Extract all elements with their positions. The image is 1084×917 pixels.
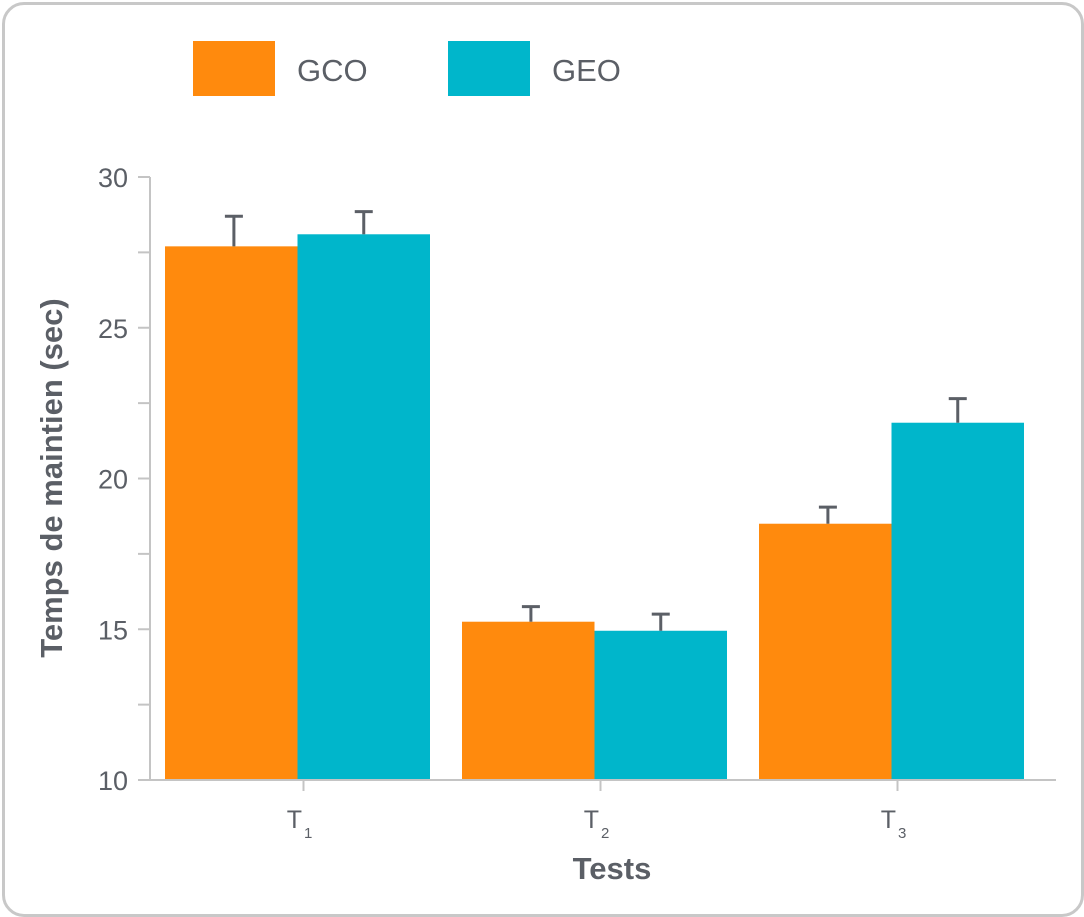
legend-label-geo: GEO xyxy=(552,53,621,88)
y-tick-label: 20 xyxy=(98,465,128,495)
bar-gco-2 xyxy=(462,621,595,780)
y-axis: 10 15 20 25 30 xyxy=(98,163,151,796)
error-bars xyxy=(224,210,967,631)
y-tick-label: 15 xyxy=(98,615,128,645)
y-tick-label: 10 xyxy=(98,766,128,796)
x-axis-title: Tests xyxy=(573,851,652,886)
legend: GCO GEO xyxy=(193,41,621,96)
legend-label-gco: GCO xyxy=(297,53,368,88)
bar-geo-3 xyxy=(891,422,1024,780)
bar-gco-3 xyxy=(759,523,892,780)
bar-geo-1 xyxy=(297,234,430,780)
legend-swatch-geo xyxy=(448,41,530,96)
bar-gco-1 xyxy=(165,246,298,781)
y-tick-label: 30 xyxy=(98,163,128,193)
bar-geo-2 xyxy=(594,630,727,780)
legend-swatch-gco xyxy=(193,41,275,96)
bars xyxy=(165,234,1024,781)
y-axis-title: Temps de maintien (sec) xyxy=(34,298,69,657)
y-tick-label: 25 xyxy=(98,314,128,344)
